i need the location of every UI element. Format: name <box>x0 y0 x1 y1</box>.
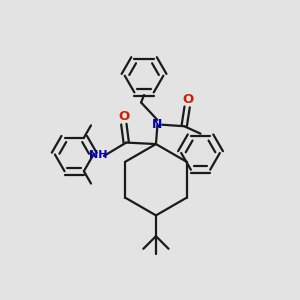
Text: NH: NH <box>89 150 108 160</box>
Text: O: O <box>118 110 130 123</box>
Text: N: N <box>152 118 163 131</box>
Text: O: O <box>182 93 194 106</box>
